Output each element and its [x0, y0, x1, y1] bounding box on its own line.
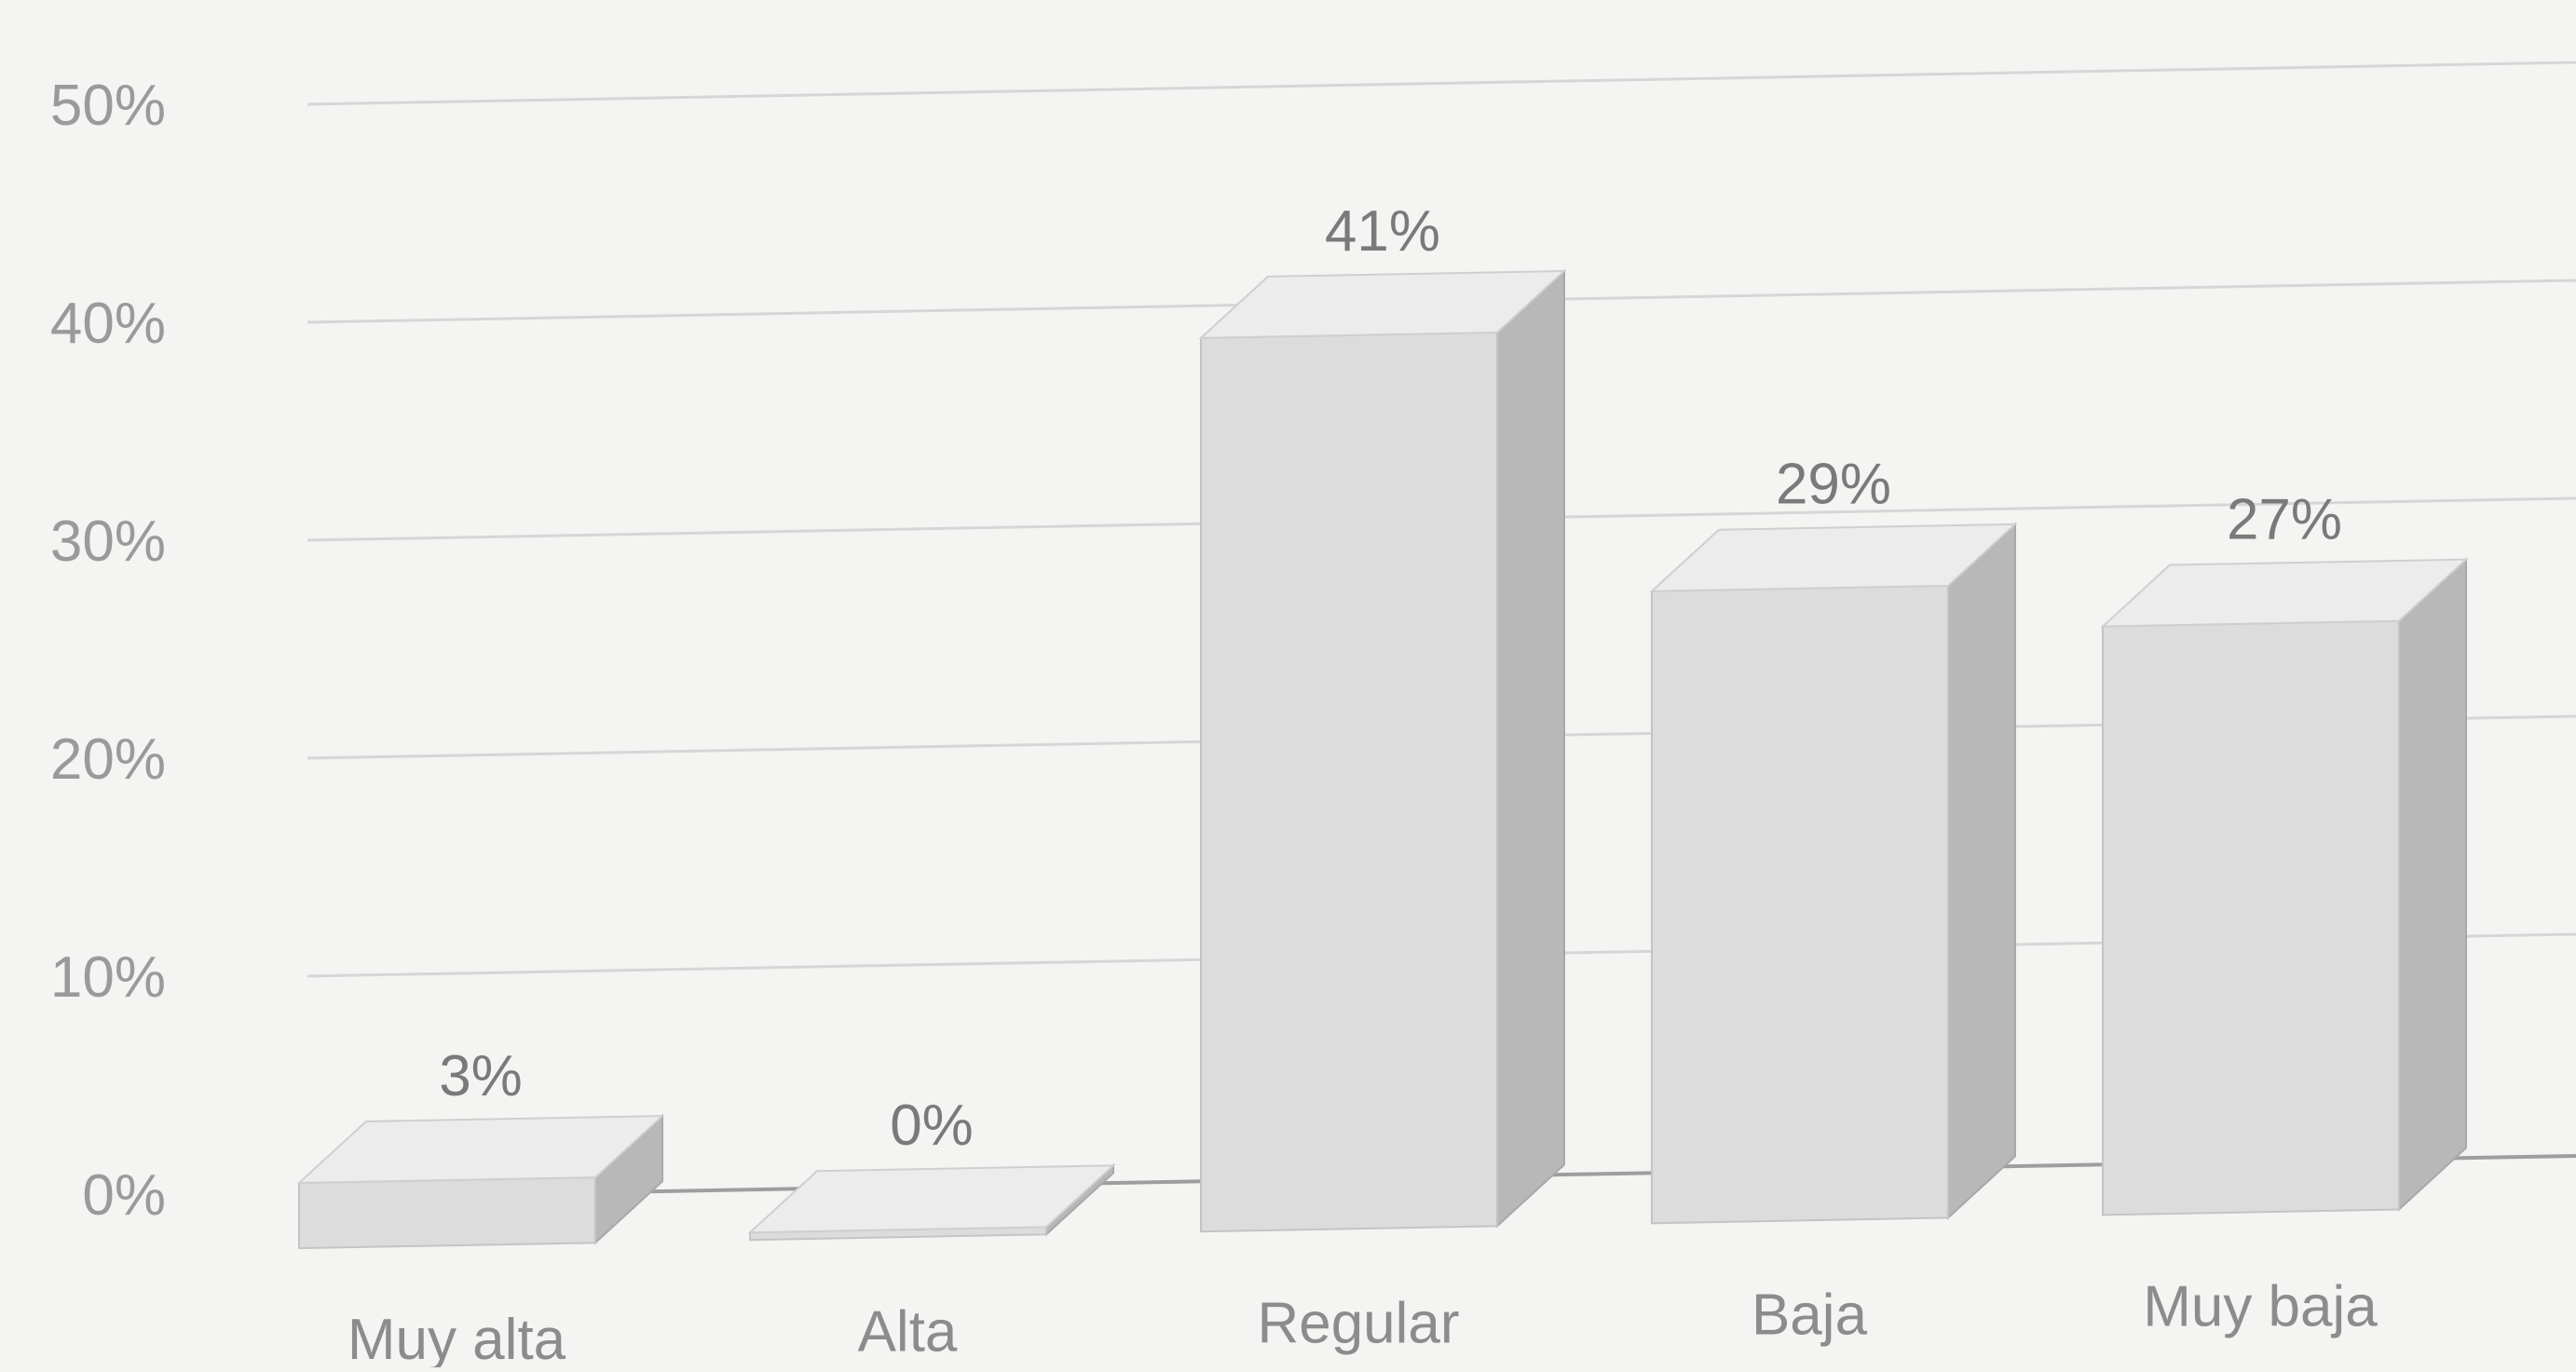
y-tick-label: 0%	[82, 1163, 166, 1228]
y-tick-label: 30%	[50, 509, 166, 574]
category-label: Alta	[858, 1299, 958, 1364]
bar-top	[296, 1115, 665, 1185]
bar-top	[1198, 269, 1567, 339]
y-tick-label: 20%	[50, 727, 166, 792]
y-tick-label: 10%	[50, 945, 166, 1010]
bar	[1198, 268, 1567, 1233]
bar	[1649, 522, 2018, 1225]
bar	[296, 1113, 665, 1250]
data-label: 27%	[2227, 488, 2342, 552]
data-label: 29%	[1776, 453, 1891, 517]
category-labels: Muy alta Alta Regular Baja Muy baja	[348, 1274, 2378, 1372]
bar-front	[1200, 331, 1498, 1233]
bar-top	[1649, 523, 2018, 592]
bar	[2100, 557, 2469, 1216]
bars	[296, 268, 2469, 1250]
category-label: Muy alta	[348, 1308, 566, 1367]
bar-side	[1496, 268, 1565, 1229]
data-labels: 3% 0% 41% 29% 27%	[439, 199, 2342, 1158]
bar-front	[298, 1176, 596, 1250]
bar-front	[2102, 619, 2400, 1216]
data-label: 3%	[439, 1044, 523, 1108]
bar-front	[1651, 584, 1949, 1225]
gridline	[307, 61, 2576, 106]
bar-top	[747, 1164, 1116, 1234]
y-axis-ticks: 0% 10% 20% 30% 40% 50%	[50, 74, 166, 1228]
data-label: 0%	[890, 1094, 974, 1158]
bar-side	[1947, 522, 2016, 1220]
y-tick-label: 50%	[50, 74, 166, 138]
data-label: 41%	[1325, 199, 1440, 264]
bar-side	[2398, 557, 2467, 1212]
category-label: Muy baja	[2143, 1274, 2378, 1338]
category-label: Baja	[1751, 1283, 1868, 1347]
bar-top	[2100, 558, 2469, 628]
bar	[747, 1163, 1116, 1242]
category-label: Regular	[1257, 1291, 1459, 1355]
y-tick-label: 40%	[50, 292, 166, 356]
